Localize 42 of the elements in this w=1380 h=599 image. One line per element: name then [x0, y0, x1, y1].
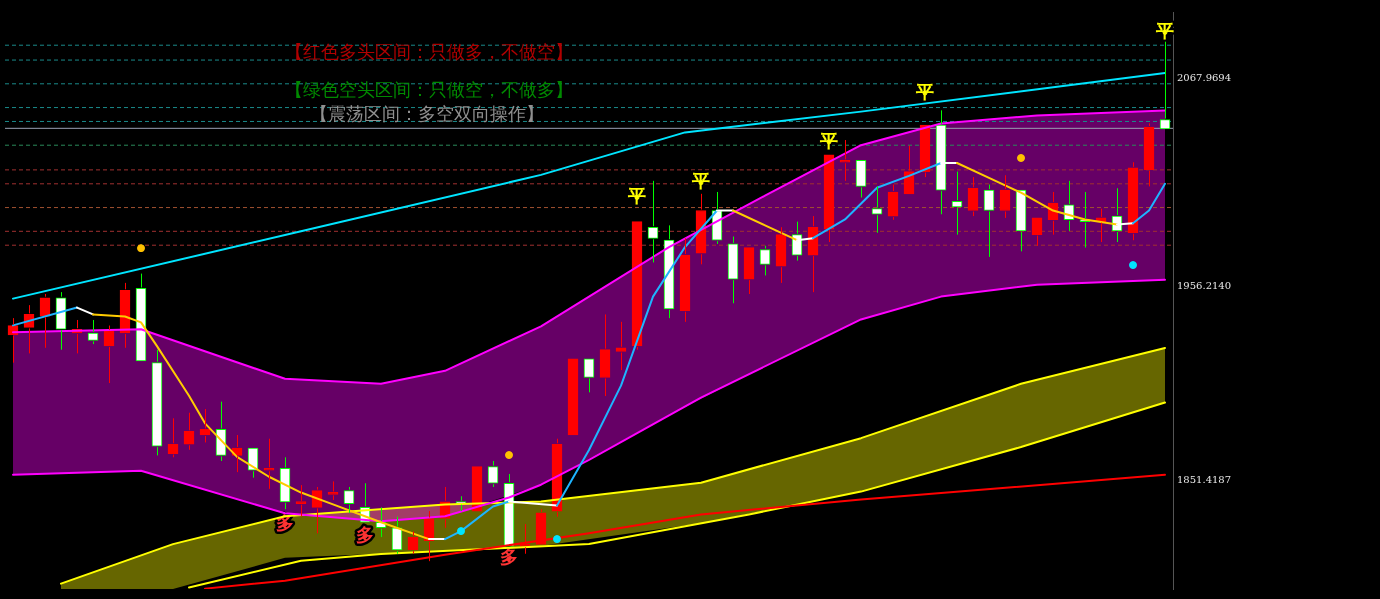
point: [505, 451, 513, 460]
candlestick: [775, 226, 787, 284]
candlestick: [87, 319, 99, 345]
annotation: 【绿色空头区间：只做空，不做多】: [285, 79, 573, 100]
point: [137, 244, 145, 253]
data-label: 多: [500, 546, 518, 568]
candlestick: [295, 484, 307, 518]
y-tick-label: 2067.9694: [1177, 72, 1232, 84]
candlestick: [647, 180, 659, 263]
y-tick-label: 1851.4187: [1177, 474, 1232, 486]
candlestick: [39, 293, 51, 349]
point: [553, 535, 561, 544]
data-label: 平: [819, 129, 838, 151]
y-tick-label: 1956.2140: [1177, 279, 1232, 291]
candlestick: [487, 460, 499, 488]
candlestick: [263, 438, 275, 490]
candlestick: [152, 349, 162, 456]
data-label: 平: [1155, 20, 1174, 42]
candlestick: [727, 235, 739, 304]
point: [457, 527, 465, 536]
candlestick: [343, 486, 355, 514]
candlestick: [999, 174, 1011, 219]
candlestick: [839, 139, 851, 182]
candlestick: [679, 237, 691, 323]
candlestick: [759, 245, 771, 276]
candlestick: [599, 313, 611, 397]
point: [1017, 154, 1025, 163]
data-label: 多: [356, 523, 374, 545]
data-label: 平: [915, 80, 934, 102]
candlestick: [743, 247, 755, 295]
candlestick: [327, 480, 339, 501]
candlestick: [1143, 122, 1155, 187]
candlestick: [967, 176, 979, 217]
annotation: 【红色多头区间：只做多，不做空】: [285, 41, 573, 62]
annotation: 【震荡区间：多空双向操作】: [310, 103, 544, 124]
candlestick: [1159, 41, 1171, 130]
candlestick: [872, 185, 882, 234]
candlestick: [983, 184, 995, 258]
point: [1129, 261, 1137, 270]
candlestick: [615, 321, 627, 371]
candlestick: [567, 358, 579, 436]
data-label: 平: [627, 185, 646, 207]
